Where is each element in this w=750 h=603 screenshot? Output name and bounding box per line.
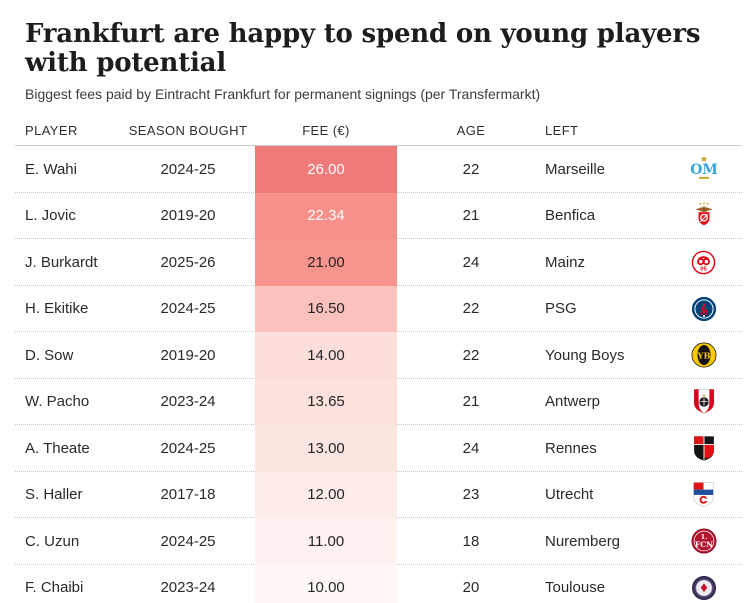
player-name: E. Wahi (25, 160, 77, 178)
table-row: L. Jovic 2019-20 22.34 21 Benfica (15, 192, 742, 240)
toulouse-crest-icon (680, 565, 727, 603)
fee-heatmap-cell: 14.00 (255, 332, 397, 379)
player-name: L. Jovic (25, 207, 76, 225)
season-bought: 2024-25 (160, 300, 216, 318)
player-name: H. Ekitike (25, 300, 89, 318)
table-row: S. Haller 2017-18 12.00 23 Utrecht (15, 471, 742, 519)
fee-heatmap-cell: 16.50 (255, 285, 397, 333)
player-name: S. Haller (25, 486, 83, 504)
age-value: 22 (462, 346, 480, 364)
age-value: 24 (462, 439, 480, 457)
left-club: Toulouse (545, 579, 606, 597)
fee-heatmap-cell: 26.00 (255, 146, 397, 193)
player-name: D. Sow (25, 346, 74, 364)
page-title: Frankfurt are happy to spend on young pl… (25, 19, 701, 79)
svg-text:1.: 1. (700, 534, 707, 542)
age-value: 21 (462, 393, 480, 411)
svg-text:YB: YB (696, 351, 710, 361)
fee-heatmap-cell: 21.00 (255, 239, 397, 286)
left-club: Young Boys (545, 346, 625, 364)
left-club: Marseille (545, 160, 606, 178)
season-bought: 2019-20 (160, 346, 216, 364)
age-value: 21 (462, 207, 480, 225)
table-row: D. Sow 2019-20 14.00 22 Young Boys YB (15, 332, 742, 379)
season-bought: 2024-25 (160, 160, 216, 178)
transfer-table: PLAYER SEASON BOUGHT FEE (€) AGE LEFT E.… (15, 116, 742, 603)
svg-text:FCN: FCN (695, 541, 713, 550)
table-header-row: PLAYER SEASON BOUGHT FEE (€) AGE LEFT (15, 116, 742, 147)
table-row: W. Pacho 2023-24 13.65 21 Antwerp (15, 378, 742, 426)
fee-value: 16.50 (307, 300, 345, 318)
season-bought: 2019-20 (160, 207, 216, 225)
left-club: Rennes (545, 439, 597, 457)
fee-value: 10.00 (307, 579, 345, 597)
player-name: C. Uzun (25, 532, 80, 550)
fee-heatmap-cell: 22.34 (255, 192, 397, 240)
left-club: Mainz (545, 253, 586, 271)
player-name: J. Burkardt (25, 253, 98, 271)
fee-heatmap-cell: 13.00 (255, 425, 397, 472)
fee-heatmap-cell: 12.00 (255, 471, 397, 519)
table-row: J. Burkardt 2025-26 21.00 24 Mainz 05 (15, 239, 742, 286)
column-header-player: PLAYER (25, 123, 78, 139)
age-value: 24 (462, 253, 480, 271)
season-bought: 2023-24 (160, 579, 216, 597)
fee-value: 11.00 (307, 532, 345, 550)
column-header-season: SEASON BOUGHT (128, 123, 248, 139)
svg-text:05: 05 (700, 267, 707, 273)
fee-value: 14.00 (307, 346, 345, 364)
left-club: Utrecht (545, 486, 594, 504)
young-boys-crest-icon: YB (680, 332, 727, 379)
table-row: E. Wahi 2024-25 26.00 22 Marseille OM (15, 146, 742, 193)
player-name: W. Pacho (25, 393, 90, 411)
table-row: A. Theate 2024-25 13.00 24 Rennes (15, 425, 742, 472)
table-row: C. Uzun 2024-25 11.00 18 Nuremberg 1. FC… (15, 518, 742, 565)
left-club: Nuremberg (545, 532, 621, 550)
season-bought: 2025-26 (160, 253, 216, 271)
benfica-crest-icon (680, 193, 727, 240)
fee-value: 12.00 (307, 486, 345, 504)
fee-value: 13.00 (307, 439, 345, 457)
column-header-fee: FEE (€) (302, 123, 350, 139)
mainz-crest-icon: 05 (680, 239, 727, 286)
antwerp-crest-icon (680, 379, 727, 426)
age-value: 22 (462, 300, 480, 318)
utrecht-crest-icon (680, 472, 727, 519)
age-value: 22 (462, 160, 480, 178)
player-name: F. Chaibi (25, 579, 84, 597)
season-bought: 2024-25 (160, 439, 216, 457)
marseille-crest-icon: OM (680, 146, 727, 193)
fee-heatmap-cell: 10.00 (255, 564, 397, 603)
psg-crest-icon (680, 286, 727, 333)
age-value: 23 (462, 486, 480, 504)
column-header-left: LEFT (545, 123, 579, 139)
fee-value: 13.65 (307, 393, 345, 411)
svg-text:OM: OM (691, 163, 717, 179)
age-value: 18 (462, 532, 480, 550)
left-club: PSG (545, 300, 577, 318)
fee-value: 26.00 (307, 160, 345, 178)
fee-value: 22.34 (307, 207, 345, 225)
fee-value: 21.00 (307, 253, 345, 271)
age-value: 20 (462, 579, 480, 597)
fee-heatmap-cell: 11.00 (255, 518, 397, 565)
table-body: E. Wahi 2024-25 26.00 22 Marseille OM L. (15, 146, 742, 603)
season-bought: 2024-25 (160, 532, 216, 550)
fee-heatmap-cell: 13.65 (255, 378, 397, 426)
table-row: H. Ekitike 2024-25 16.50 22 PSG (15, 285, 742, 333)
left-club: Benfica (545, 207, 596, 225)
season-bought: 2017-18 (160, 486, 216, 504)
rennes-crest-icon (680, 425, 727, 472)
page-subtitle: Biggest fees paid by Eintracht Frankfurt… (25, 86, 541, 103)
left-club: Antwerp (545, 393, 601, 411)
player-name: A. Theate (25, 439, 90, 457)
nuremberg-crest-icon: 1. FCN (680, 518, 727, 565)
column-header-age: AGE (456, 123, 486, 139)
season-bought: 2023-24 (160, 393, 216, 411)
table-row: F. Chaibi 2023-24 10.00 20 Toulouse (15, 564, 742, 603)
